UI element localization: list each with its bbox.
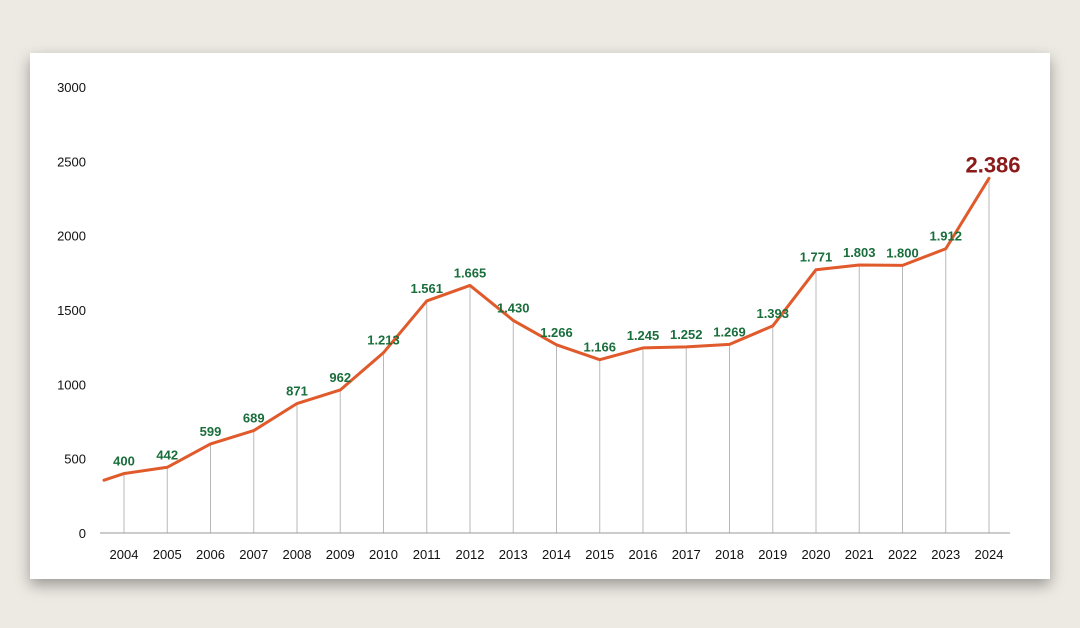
x-tick-label: 2015 — [585, 547, 614, 562]
data-label: 1.252 — [670, 327, 703, 342]
y-tick-label: 3000 — [57, 80, 86, 95]
series-line — [102, 176, 991, 482]
y-tick-label: 0 — [79, 526, 86, 541]
data-label: 1.665 — [454, 265, 487, 280]
data-label: 871 — [286, 384, 308, 399]
x-tick-label: 2020 — [802, 547, 831, 562]
data-label: 962 — [329, 370, 351, 385]
x-tick-label: 2011 — [413, 547, 441, 562]
y-tick-label: 2500 — [57, 154, 86, 169]
y-tick-label: 1500 — [57, 303, 86, 318]
data-label-highlight: 2.386 — [965, 152, 1020, 177]
y-tick-label: 2000 — [57, 229, 86, 244]
chart-card — [30, 53, 1050, 579]
x-tick-label: 2022 — [888, 547, 917, 562]
y-tick-label: 500 — [64, 452, 86, 467]
data-label: 1.245 — [627, 328, 660, 343]
data-label: 1.269 — [713, 324, 746, 339]
x-tick-label: 2019 — [758, 547, 787, 562]
x-tick-label: 2014 — [542, 547, 571, 562]
x-tick-label: 2013 — [499, 547, 528, 562]
x-tick-label: 2009 — [326, 547, 355, 562]
x-tick-label: 2008 — [283, 547, 312, 562]
data-label: 1.561 — [410, 281, 443, 296]
data-label: 1.430 — [497, 300, 530, 315]
data-label: 442 — [156, 447, 178, 462]
y-tick-label: 1000 — [57, 377, 86, 392]
y-axis-ticks: 0 500 1000 1500 2000 2500 3000 — [57, 80, 86, 541]
x-tick-label: 2010 — [369, 547, 398, 562]
data-label: 400 — [113, 454, 135, 469]
x-tick-label: 2005 — [153, 547, 182, 562]
drop-lines — [123, 178, 990, 533]
data-label: 1.166 — [583, 340, 616, 355]
x-tick-label: 2024 — [975, 547, 1004, 562]
data-label: 1.266 — [540, 325, 573, 340]
x-tick-label: 2017 — [672, 547, 701, 562]
x-tick-label: 2007 — [239, 547, 268, 562]
x-tick-label: 2006 — [196, 547, 225, 562]
data-label: 1.912 — [929, 229, 962, 244]
x-tick-label: 2016 — [629, 547, 658, 562]
data-label: 1.771 — [800, 250, 833, 265]
data-label: 1.213 — [367, 333, 400, 348]
x-tick-label: 2018 — [715, 547, 744, 562]
data-labels: 400 442 599 689 871 962 1.213 1.561 1.665 1.430 1.… — [113, 152, 1020, 468]
data-label: 599 — [200, 424, 222, 439]
data-label: 689 — [243, 411, 265, 426]
x-tick-label: 2023 — [931, 547, 960, 562]
data-label: 1.800 — [886, 245, 919, 260]
x-axis-ticks: 2004 2005 2006 2007 2008 2009 2010 2011 2012 2013… — [110, 547, 1004, 562]
x-tick-label: 2021 — [845, 547, 874, 562]
x-tick-label: 2004 — [110, 547, 139, 562]
x-tick-label: 2012 — [456, 547, 485, 562]
data-label: 1.393 — [756, 306, 789, 321]
data-label: 1.803 — [843, 245, 876, 260]
